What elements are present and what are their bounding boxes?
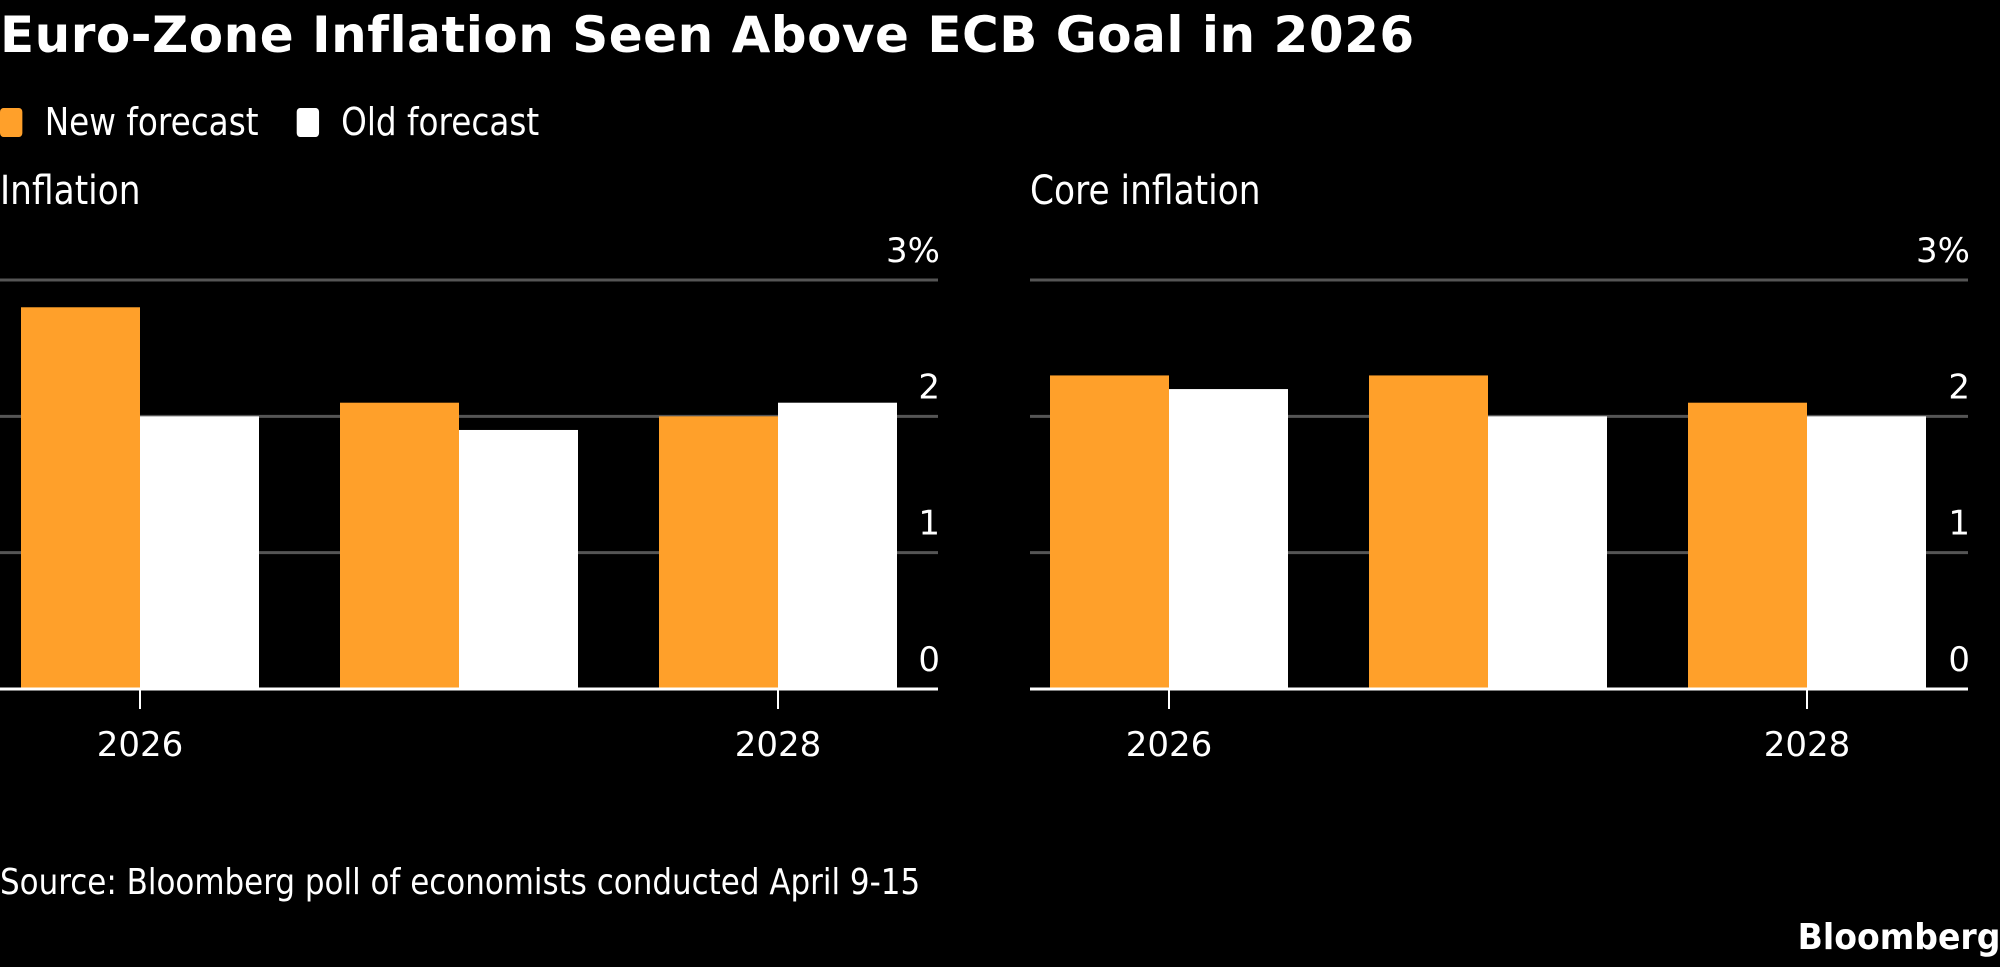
legend-item-old-forecast: Old forecast	[296, 100, 539, 144]
bar-inflation-new-forecast-2026	[21, 307, 140, 689]
legend-label-new-forecast: New forecast	[44, 100, 259, 144]
x-tick-label: 2026	[97, 725, 184, 765]
bar-core-inflation-new-forecast-2027	[1369, 375, 1488, 689]
bar-inflation-old-forecast-2028	[778, 402, 897, 689]
bar-core-inflation-old-forecast-2026	[1169, 389, 1288, 689]
y-tick-label: 3%	[1916, 231, 1970, 271]
bar-inflation-old-forecast-2026	[140, 416, 259, 689]
panel-title-core-inflation: Core inflation	[1030, 168, 1261, 214]
x-tick-label: 2028	[735, 725, 822, 765]
bar-core-inflation-old-forecast-2028	[1807, 416, 1926, 689]
bar-core-inflation-old-forecast-2027	[1488, 416, 1607, 689]
legend-item-new-forecast: New forecast	[0, 100, 259, 144]
legend-swatch-new-forecast	[0, 107, 23, 137]
bar-core-inflation-new-forecast-2028	[1688, 402, 1807, 689]
bar-core-inflation-new-forecast-2026	[1050, 375, 1169, 689]
y-tick-label: 1	[918, 504, 940, 544]
y-tick-label: 0	[1948, 640, 1970, 680]
x-tick-label: 2026	[1126, 725, 1213, 765]
y-tick-label: 2	[1948, 367, 1970, 407]
legend-label-old-forecast: Old forecast	[341, 100, 540, 144]
legend-swatch-old-forecast	[296, 107, 319, 137]
source-note: Source: Bloomberg poll of economists con…	[0, 862, 921, 903]
bar-inflation-old-forecast-2027	[459, 429, 578, 689]
chart-title: Euro-Zone Inflation Seen Above ECB Goal …	[0, 6, 1415, 64]
bar-inflation-new-forecast-2028	[659, 416, 778, 689]
bloomberg-logo: Bloomberg	[1797, 917, 2000, 958]
bar-inflation-new-forecast-2027	[340, 402, 459, 689]
y-tick-label: 3%	[886, 231, 940, 271]
y-tick-label: 2	[918, 367, 940, 407]
y-tick-label: 0	[918, 640, 940, 680]
legend: New forecast Old forecast	[0, 100, 577, 144]
y-tick-label: 1	[1948, 504, 1970, 544]
x-tick-label: 2028	[1764, 725, 1851, 765]
panel-title-inflation: Inflation	[0, 168, 141, 214]
